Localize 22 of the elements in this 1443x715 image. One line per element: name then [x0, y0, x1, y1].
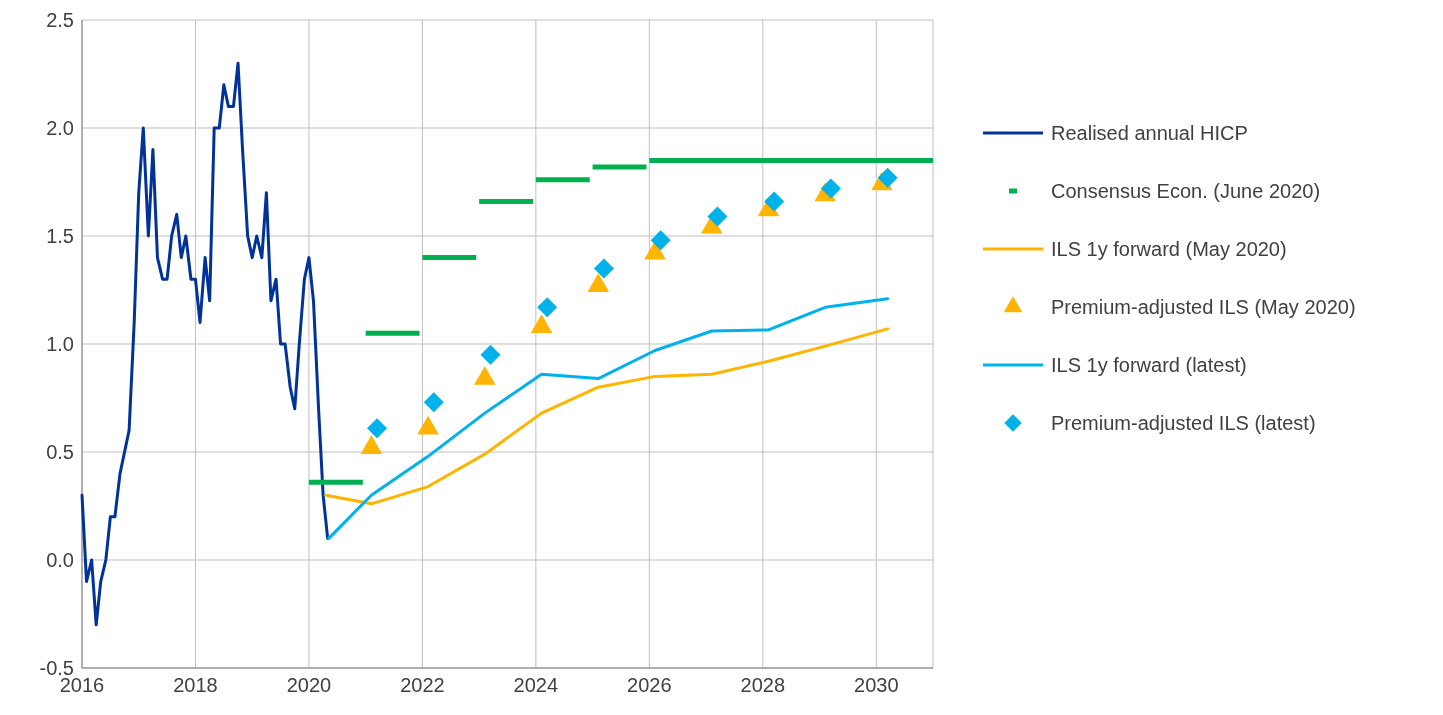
legend-label: Consensus Econ. (June 2020) [1051, 180, 1321, 202]
y-tick-label: 1.5 [46, 225, 74, 247]
legend-label: ILS 1y forward (May 2020) [1051, 238, 1287, 260]
x-tick-label: 2024 [513, 674, 559, 696]
y-tick-label: 2.5 [46, 9, 74, 31]
line-series [80, 61, 330, 627]
x-tick-label: 2028 [740, 674, 786, 696]
y-tick-label: 0.5 [46, 441, 74, 463]
legend-label: Premium-adjusted ILS (latest) [1051, 412, 1316, 434]
legend-label: ILS 1y forward (latest) [1051, 354, 1247, 376]
x-tick-label: 2018 [173, 674, 218, 696]
y-tick-label: 2.0 [46, 117, 74, 139]
y-tick-label: 1.0 [46, 333, 74, 355]
legend-label: Premium-adjusted ILS (May 2020) [1051, 296, 1356, 318]
line-series [327, 297, 890, 540]
legend-label: Realised annual HICP [1051, 122, 1248, 144]
x-tick-label: 2030 [854, 674, 899, 696]
x-tick-label: 2020 [286, 674, 332, 696]
y-tick-label: 0.0 [46, 549, 74, 571]
x-tick-label: 2026 [627, 674, 672, 696]
line-series [324, 327, 890, 506]
x-tick-label: 2022 [400, 674, 445, 696]
